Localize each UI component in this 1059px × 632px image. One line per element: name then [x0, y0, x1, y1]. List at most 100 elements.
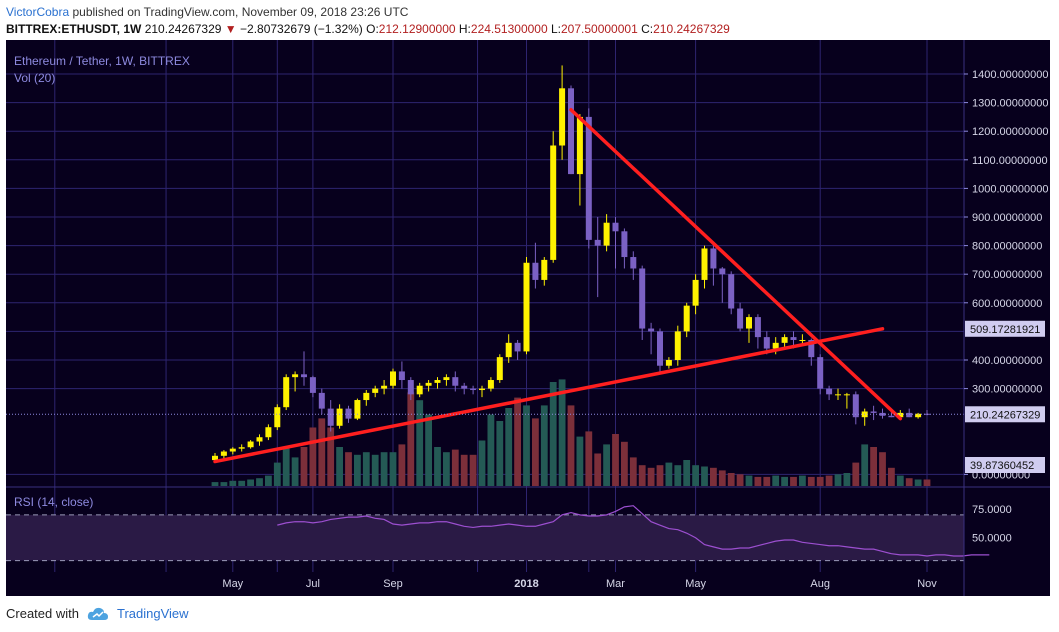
candle-body	[416, 385, 423, 395]
volume-value-label-bg	[965, 457, 1045, 473]
candle-body	[701, 248, 708, 280]
candle-body	[906, 412, 913, 418]
candle-body	[799, 339, 806, 341]
footer: Created with TradingView	[6, 606, 189, 621]
volume-bar	[612, 434, 619, 486]
candle-body	[229, 448, 236, 452]
candle-body	[363, 392, 370, 401]
volume-bar	[229, 480, 237, 486]
candle-body	[808, 339, 815, 358]
published-text: published on TradingView.com, November 0…	[72, 5, 409, 19]
price-tick-label: 1100.00000000	[972, 155, 1048, 167]
last-price-label-bg	[965, 406, 1045, 423]
volume-bar	[781, 476, 788, 486]
candle-body	[550, 145, 557, 260]
candle-body	[381, 385, 388, 389]
candle-body	[843, 394, 850, 396]
candle-body	[728, 274, 735, 309]
candle-body	[612, 222, 619, 232]
candle-body	[710, 248, 717, 269]
price-chart[interactable]: 1400.00000000 1300.00000000 1200.00000000 1…	[6, 40, 1050, 596]
resistance-price-label-bg	[965, 320, 1045, 337]
volume-bar	[790, 476, 797, 486]
volume-legend: Vol (20)	[14, 71, 55, 85]
resistance-price-label: 509.17281921	[970, 324, 1040, 336]
open-label: O:	[366, 22, 379, 36]
candle-body	[568, 88, 574, 175]
candle-body	[559, 88, 566, 146]
volume-bar	[416, 400, 424, 486]
time-tick-label: Sep	[383, 578, 403, 590]
volume-bar	[745, 475, 753, 486]
author-link[interactable]: VictorCobra	[6, 5, 70, 19]
candle-body	[238, 447, 245, 449]
candle-body	[754, 317, 761, 338]
volume-bar	[478, 440, 486, 486]
time-tick-label: May	[685, 578, 706, 590]
volume-bar	[638, 465, 646, 486]
candle-body	[648, 328, 655, 332]
candle-body	[657, 331, 663, 366]
volume-bar	[647, 467, 655, 486]
chart-container[interactable]: 1400.00000000 1300.00000000 1200.00000000 1…	[6, 40, 1050, 596]
volume-bar	[816, 476, 824, 486]
candle-body	[790, 337, 797, 340]
volume-bar	[621, 441, 628, 486]
candle-body	[301, 374, 307, 378]
last-price: 210.24267329	[144, 22, 222, 36]
price-tick-label: 800.00000000	[972, 241, 1042, 253]
candle-body	[434, 380, 441, 383]
rsi-line	[277, 505, 990, 557]
volume-bar	[888, 467, 895, 486]
price-tick-label: 1000.00000000	[972, 183, 1048, 195]
time-tick-label: Nov	[917, 578, 937, 590]
volume-bar	[576, 436, 584, 486]
candle-body	[852, 394, 859, 418]
created-with-text: Created with	[6, 606, 79, 621]
candle-body	[915, 413, 922, 418]
volume-bar	[683, 460, 691, 486]
quote-line: BITTREX:ETHUSDT, 1W 210.24267329 ▼ −2.80…	[6, 22, 730, 36]
candle-body	[532, 262, 539, 280]
low-label: L:	[550, 22, 561, 36]
tradingview-link[interactable]: TradingView	[116, 606, 189, 621]
chart-title: Ethereum / Tether, 1W, BITTREX	[14, 54, 190, 68]
time-tick-label: Mar	[606, 578, 625, 590]
price-tick-label: 400.00000000	[972, 355, 1042, 367]
volume-bar	[451, 449, 459, 486]
candle-body	[372, 388, 379, 393]
volume-bar	[460, 454, 468, 486]
candle-body	[603, 222, 610, 246]
candle-body	[265, 427, 272, 438]
time-tick-label: Aug	[810, 578, 830, 590]
candle-body	[407, 380, 414, 395]
volume-bar	[282, 447, 290, 486]
volume-bar	[362, 452, 370, 486]
candle-body	[505, 342, 512, 358]
candle-body	[309, 377, 316, 393]
volume-bar	[540, 405, 548, 486]
price-tick-label: 1300.00000000	[972, 98, 1048, 110]
volume-bar	[701, 466, 708, 486]
candle-body	[274, 407, 281, 428]
tradingview-cloud-icon[interactable]	[87, 607, 109, 621]
rsi-tick-label: 75.0000	[972, 504, 1012, 516]
candle-body	[523, 262, 530, 352]
candle-body	[772, 342, 779, 349]
volume-bar	[389, 452, 397, 486]
candle-body	[327, 408, 334, 426]
candle-body	[425, 382, 432, 386]
volume-bar	[896, 475, 904, 486]
low-value: 207.50000001	[561, 22, 638, 36]
volume-bar	[656, 465, 664, 486]
candle-body	[398, 371, 405, 381]
candle-body	[461, 385, 468, 389]
close-value: 210.24267329	[653, 22, 730, 36]
candle-body	[514, 342, 521, 352]
publish-info: VictorCobra published on TradingView.com…	[6, 5, 408, 19]
volume-bar	[265, 475, 272, 486]
volume-bar	[211, 482, 219, 486]
volume-bar	[318, 418, 326, 486]
candle-body	[835, 394, 841, 396]
candle-body	[585, 116, 592, 240]
